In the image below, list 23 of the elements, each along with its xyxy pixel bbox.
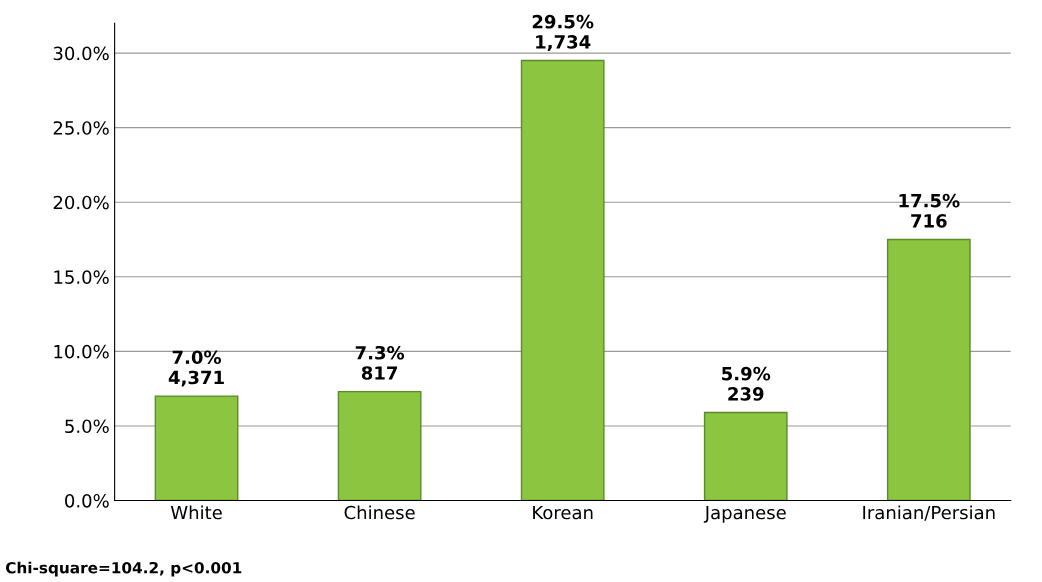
y-tick-label: 25.0% [53, 121, 109, 135]
y-tick-label: 15.0% [54, 270, 109, 284]
data-label: 5.9% 239 [722, 366, 771, 401]
bar [154, 395, 239, 501]
bar [520, 59, 605, 501]
text: Chi-square=104.2, p<0.001 [5, 561, 242, 577]
x-tick-label: White [170, 505, 222, 520]
x-tick-label: Chinese [344, 505, 415, 520]
y-tick-label: 0.0% [65, 493, 109, 508]
x-tick-label: Korean [533, 505, 593, 520]
bar [337, 390, 422, 501]
y-tick-label: 10.0% [54, 344, 109, 359]
y-tick-label: 30.0% [53, 46, 109, 61]
x-tick-label: Iranian/Persian [863, 505, 995, 521]
y-tick-label: 20.0% [53, 195, 109, 210]
bar [703, 411, 788, 501]
y-tick-label: 5.0% [65, 419, 109, 434]
data-label: 7.3% 817 [355, 345, 405, 380]
data-label: 29.5% 1,734 [532, 14, 594, 52]
data-label: 7.0% 4,371 [168, 350, 224, 387]
x-tick-label: Japanese [703, 505, 786, 523]
bar [886, 238, 971, 501]
data-label: 17.5% 716 [899, 193, 960, 228]
